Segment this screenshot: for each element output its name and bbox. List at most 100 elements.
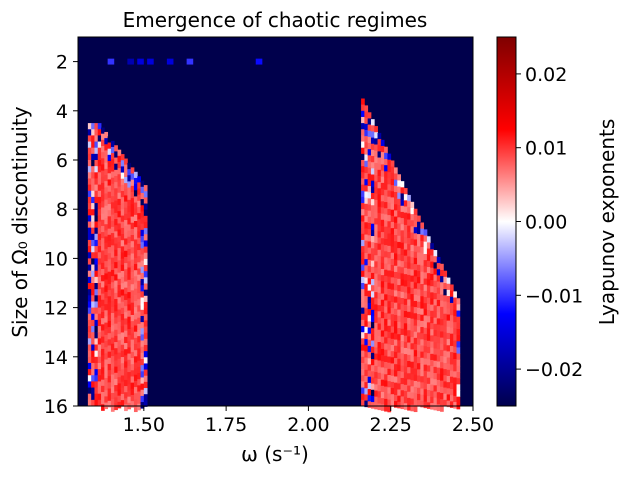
heatmap-cell [407,256,411,263]
heatmap-cell [420,240,425,248]
heatmap-cell [430,341,434,349]
heatmap-cell [387,301,392,308]
heatmap-cell [433,299,438,306]
heatmap-cell [104,298,109,305]
heatmap-cell [140,303,145,311]
heatmap-cell [436,349,441,356]
heatmap-cell [107,357,112,365]
colorbar-tick-label: −0.01 [525,285,583,307]
heatmap-cell [117,198,122,206]
heatmap-cell [87,190,92,198]
heatmap-cell [143,215,148,223]
heatmap-cell [361,313,365,321]
heatmap-cell [423,370,428,378]
heatmap-cell [384,232,388,240]
heatmap-cell [394,345,398,353]
heatmap-cell [380,256,385,264]
heatmap-cell [377,354,382,361]
heatmap-cell [413,239,418,247]
heatmap-cell [390,363,395,370]
heatmap-cell [104,347,109,354]
heatmap-cell [87,313,92,321]
heatmap-cell [117,149,122,157]
heatmap-cell [255,58,263,65]
heatmap-cell [410,257,415,264]
heatmap-cell [117,389,122,397]
heatmap-cell [117,205,122,212]
heatmap-cell [361,116,365,124]
heatmap-cell [367,272,372,279]
heatmap-cell [394,235,398,242]
heatmap-cell [436,269,441,276]
heatmap-cell [420,376,425,383]
heatmap-cell [117,180,122,187]
heatmap-cell [130,308,135,316]
heatmap-cell [137,274,141,282]
heatmap-cell [104,267,109,274]
heatmap-cell [117,334,122,341]
heatmap-cell [397,254,401,261]
heatmap-cell [397,334,401,341]
heatmap-cell [367,358,372,365]
heatmap-cell [110,288,115,295]
heatmap-cell [367,315,372,322]
heatmap-cell [400,279,405,287]
heatmap-cell [361,98,365,106]
heatmap-cell [407,268,411,276]
heatmap-cell [387,325,392,333]
heatmap-cell [107,394,112,402]
heatmap-cell [97,141,102,149]
heatmap-cell [101,361,105,368]
heatmap-cell [370,272,375,280]
heatmap-cell [446,345,451,352]
heatmap-cell [384,251,388,258]
heatmap-cell [107,222,112,230]
heatmap-cell [394,185,398,193]
heatmap-cell [127,285,132,293]
heatmap-cell [110,220,115,228]
heatmap-cell [110,263,115,271]
heatmap-cell [107,333,112,340]
heatmap-cell [104,156,109,164]
heatmap-cell [104,181,109,188]
heatmap-cell [433,348,438,355]
heatmap-cell [433,293,438,300]
heatmap-cell [370,156,375,163]
heatmap-cell [449,352,454,359]
heatmap-cell [453,371,457,378]
heatmap-cell [410,207,415,215]
heatmap-cell [390,172,395,180]
heatmap-cell [130,394,135,402]
heatmap-cell [400,316,405,324]
heatmap-cell [413,208,418,216]
heatmap-cell [446,302,451,309]
heatmap-cell [374,310,378,318]
y-tick-label: 16 [44,396,68,418]
heatmap-cell [380,385,385,393]
heatmap-cell [370,334,375,341]
heatmap-cell [110,300,115,308]
heatmap-cell [430,261,434,269]
heatmap-cell [87,196,92,204]
heatmap-cell [114,194,118,201]
heatmap-cell [413,380,418,388]
heatmap-cell [110,282,115,289]
heatmap-cell [94,276,99,284]
heatmap-cell [117,161,122,169]
heatmap-cell [400,224,405,231]
heatmap-cell [117,346,122,354]
heatmap-cell [384,318,388,326]
heatmap-cell [107,191,112,199]
heatmap-cell [364,265,369,272]
heatmap-cell [410,324,415,332]
heatmap-cell [440,319,444,326]
heatmap-cell [130,290,135,297]
heatmap-cell [413,368,418,376]
heatmap-cell [124,158,128,166]
heatmap-cell [400,298,405,305]
heatmap-cell [456,335,461,342]
heatmap-cell [110,146,115,154]
heatmap-cell [364,136,369,143]
heatmap-cell [124,373,128,381]
heatmap-cell [94,123,99,130]
